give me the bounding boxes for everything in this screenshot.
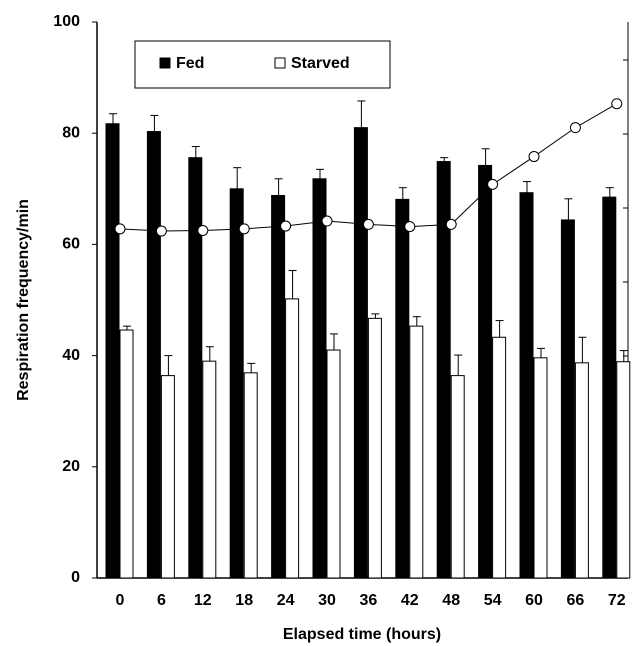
x-tick-label: 54 bbox=[484, 592, 502, 609]
line-point bbox=[611, 98, 623, 110]
bar bbox=[285, 298, 300, 579]
bar bbox=[105, 123, 120, 579]
x-tick-label: 18 bbox=[235, 592, 253, 609]
x-tick-label: 60 bbox=[525, 592, 543, 609]
line-point bbox=[487, 178, 499, 190]
bar bbox=[409, 325, 424, 579]
line-point bbox=[362, 218, 374, 230]
line-point bbox=[238, 223, 250, 235]
line-point bbox=[197, 225, 209, 236]
bar bbox=[188, 157, 203, 579]
x-tick-label: 30 bbox=[318, 592, 336, 609]
bar bbox=[119, 329, 134, 579]
bar bbox=[519, 192, 534, 579]
line-point bbox=[155, 225, 167, 237]
bar bbox=[492, 336, 507, 579]
x-tick-label: 66 bbox=[567, 592, 585, 609]
x-tick-label: 0 bbox=[116, 592, 125, 609]
bar bbox=[353, 127, 368, 579]
legend-swatch bbox=[159, 57, 171, 69]
line-point bbox=[280, 220, 292, 232]
bar bbox=[367, 317, 382, 579]
bar bbox=[395, 198, 410, 579]
x-tick-label: 36 bbox=[360, 592, 378, 609]
line-point bbox=[114, 223, 126, 235]
bar bbox=[436, 161, 451, 579]
x-tick-label: 72 bbox=[608, 592, 626, 609]
bar bbox=[326, 349, 341, 579]
y-tick-label: 20 bbox=[62, 458, 80, 475]
y-tick-label: 40 bbox=[62, 347, 80, 364]
x-tick-label: 48 bbox=[442, 592, 460, 609]
legend-swatch bbox=[274, 57, 286, 69]
line-point bbox=[528, 151, 540, 163]
x-tick-label: 24 bbox=[277, 592, 295, 609]
bar bbox=[602, 196, 617, 579]
bar bbox=[243, 372, 258, 579]
y-tick-label: 80 bbox=[62, 124, 80, 141]
bar bbox=[574, 362, 589, 579]
line-point bbox=[404, 221, 416, 233]
line-point bbox=[321, 215, 333, 227]
legend-label: Fed bbox=[176, 55, 204, 72]
bar bbox=[478, 164, 493, 579]
y-tick-label: 0 bbox=[71, 569, 80, 586]
legend-label: Starved bbox=[291, 55, 350, 72]
bar bbox=[533, 357, 548, 579]
bar bbox=[229, 188, 244, 579]
bar bbox=[560, 219, 575, 579]
bar bbox=[312, 178, 327, 579]
bar bbox=[271, 194, 286, 579]
y-axis-label: Respiration frequency/min bbox=[15, 199, 32, 401]
bar bbox=[146, 131, 161, 579]
legend-box bbox=[134, 40, 391, 89]
x-tick-label: 12 bbox=[194, 592, 212, 609]
y-tick-label: 60 bbox=[62, 236, 80, 253]
line-point bbox=[569, 122, 581, 134]
x-tick-label: 6 bbox=[157, 592, 166, 609]
bar bbox=[202, 360, 217, 579]
bar bbox=[160, 375, 175, 579]
y-tick-label: 100 bbox=[53, 13, 80, 30]
x-tick-label: 42 bbox=[401, 592, 419, 609]
bar bbox=[450, 375, 465, 579]
bar bbox=[616, 361, 631, 579]
line-point bbox=[445, 218, 457, 230]
x-axis-label: Elapsed time (hours) bbox=[283, 626, 441, 643]
